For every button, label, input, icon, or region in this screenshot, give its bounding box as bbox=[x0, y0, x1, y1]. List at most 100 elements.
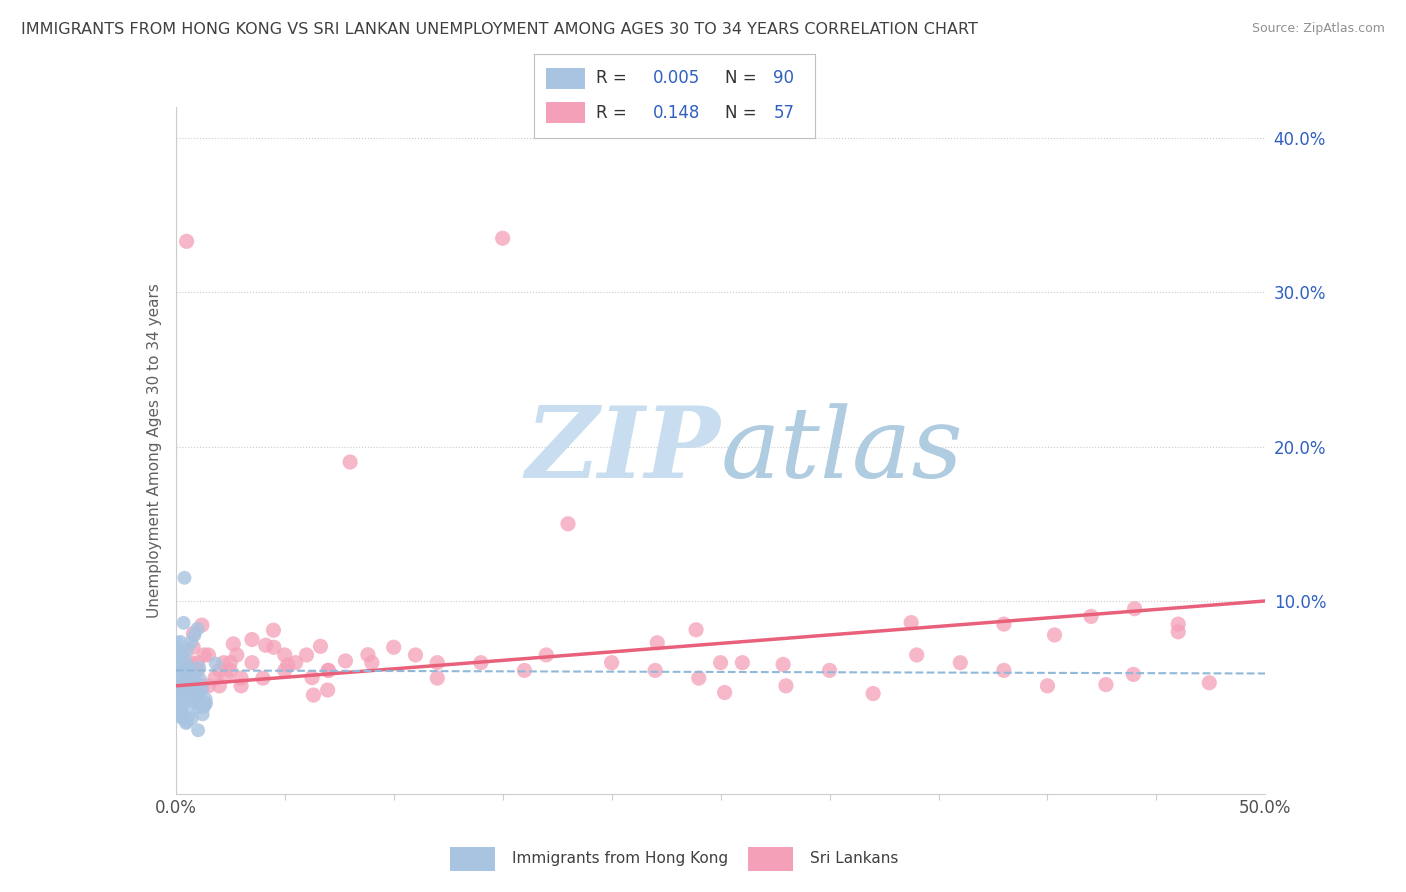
Point bbox=[274, 648, 297, 662]
Point bbox=[1198, 675, 1220, 690]
Point bbox=[186, 664, 209, 678]
Bar bbox=[546, 102, 585, 123]
Point bbox=[173, 685, 195, 699]
Text: 0.148: 0.148 bbox=[652, 103, 700, 122]
Point bbox=[1080, 609, 1102, 624]
Point bbox=[183, 673, 205, 688]
Point bbox=[173, 669, 195, 683]
Point bbox=[172, 659, 194, 673]
Point bbox=[177, 672, 200, 686]
Point bbox=[187, 681, 209, 695]
Point bbox=[169, 668, 191, 682]
Point bbox=[262, 624, 284, 638]
Point bbox=[179, 679, 201, 693]
Point bbox=[301, 671, 323, 685]
Point bbox=[169, 635, 191, 649]
Point bbox=[222, 637, 245, 651]
Text: N =: N = bbox=[725, 103, 762, 122]
Point bbox=[176, 643, 198, 657]
Point bbox=[176, 671, 198, 685]
Point bbox=[172, 676, 194, 690]
Point bbox=[191, 682, 214, 697]
Point bbox=[252, 671, 274, 685]
Point bbox=[426, 671, 449, 685]
Point bbox=[309, 640, 332, 654]
Point bbox=[731, 656, 754, 670]
Point bbox=[167, 680, 190, 694]
Point bbox=[177, 665, 200, 680]
Point bbox=[186, 656, 209, 670]
Text: 0.005: 0.005 bbox=[652, 69, 700, 87]
Point bbox=[172, 689, 194, 703]
Text: Immigrants from Hong Kong: Immigrants from Hong Kong bbox=[512, 851, 728, 866]
Point bbox=[169, 674, 191, 689]
Point bbox=[219, 656, 242, 670]
Point bbox=[166, 635, 188, 649]
Point bbox=[426, 656, 449, 670]
Text: Sri Lankans: Sri Lankans bbox=[810, 851, 898, 866]
Point bbox=[176, 235, 198, 249]
Point bbox=[1167, 624, 1189, 639]
Point bbox=[180, 656, 202, 670]
Point bbox=[492, 231, 515, 245]
Point bbox=[208, 664, 231, 678]
Point bbox=[174, 716, 197, 731]
Point bbox=[166, 660, 188, 674]
Point bbox=[231, 679, 253, 693]
Point bbox=[688, 671, 710, 685]
Point bbox=[295, 648, 318, 662]
Point bbox=[167, 699, 190, 714]
Point bbox=[173, 684, 195, 698]
Point bbox=[357, 648, 380, 662]
Point bbox=[194, 692, 217, 706]
Point bbox=[170, 706, 193, 720]
Point bbox=[339, 455, 361, 469]
Point bbox=[170, 698, 193, 712]
Point bbox=[169, 709, 191, 723]
Point bbox=[254, 638, 277, 652]
Point bbox=[219, 664, 242, 678]
Point bbox=[176, 714, 198, 729]
Point bbox=[225, 648, 247, 662]
Point bbox=[169, 687, 191, 701]
Point bbox=[180, 672, 202, 686]
Point bbox=[905, 648, 928, 662]
Point bbox=[172, 712, 194, 726]
Point bbox=[277, 658, 299, 673]
Point bbox=[176, 673, 198, 687]
Point bbox=[180, 668, 202, 682]
Point bbox=[1036, 679, 1059, 693]
Point bbox=[180, 686, 202, 700]
Point bbox=[170, 666, 193, 681]
Point bbox=[335, 654, 357, 668]
Point bbox=[173, 683, 195, 698]
Point bbox=[180, 673, 202, 687]
Point bbox=[181, 695, 204, 709]
Point bbox=[181, 680, 204, 694]
Point bbox=[263, 640, 285, 655]
Point bbox=[685, 623, 707, 637]
Point bbox=[170, 648, 193, 663]
Point bbox=[169, 661, 191, 675]
Point bbox=[405, 648, 427, 662]
Point bbox=[644, 664, 666, 678]
Bar bbox=[748, 847, 793, 871]
Point bbox=[180, 711, 202, 725]
Point bbox=[165, 652, 187, 666]
Point bbox=[183, 626, 205, 640]
Point bbox=[179, 661, 201, 675]
Point bbox=[172, 673, 194, 687]
Point bbox=[215, 669, 238, 683]
Point bbox=[187, 723, 209, 738]
Point bbox=[165, 646, 187, 660]
Point bbox=[1167, 617, 1189, 632]
Point bbox=[193, 648, 215, 662]
Point bbox=[993, 617, 1015, 632]
Point bbox=[166, 672, 188, 686]
Point bbox=[240, 632, 263, 647]
Point bbox=[187, 700, 209, 714]
Point bbox=[231, 671, 253, 685]
Point bbox=[191, 707, 214, 722]
Point bbox=[184, 676, 207, 690]
Point bbox=[170, 706, 193, 721]
